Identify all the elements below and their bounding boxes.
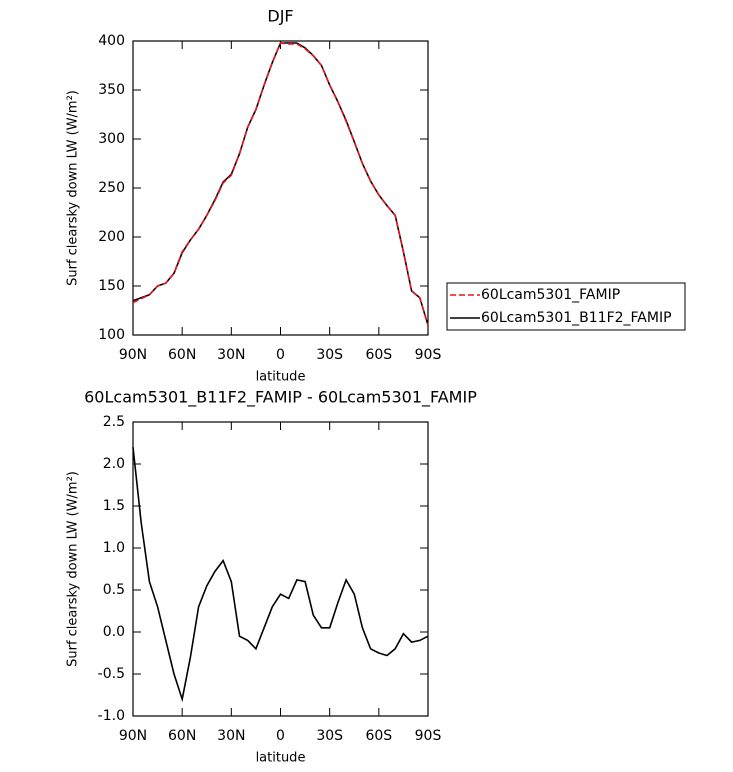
- x-tick-label: 60S: [365, 728, 392, 744]
- x-axis-label: latitude: [256, 370, 306, 385]
- y-tick-label: 2.0: [103, 456, 125, 472]
- series-line: [132, 447, 429, 703]
- y-tick-label: 1.5: [103, 498, 125, 514]
- legend-label: 60Lcam5301_FAMIP: [481, 287, 620, 303]
- x-tick-label: 90N: [119, 347, 147, 363]
- x-tick-label: 30N: [217, 347, 245, 363]
- series-line: [132, 42, 429, 326]
- x-tick-label: 90S: [415, 728, 442, 744]
- y-tick-label: 2.5: [103, 414, 125, 430]
- x-tick-label: 30S: [316, 728, 343, 744]
- y-tick-label: 250: [98, 180, 125, 196]
- y-tick-label: 0.5: [103, 582, 125, 598]
- y-tick-label: -1.0: [98, 708, 125, 724]
- y-tick-label: 400: [98, 33, 125, 49]
- x-tick-label: 0: [276, 728, 285, 744]
- y-tick-label: 1.0: [103, 540, 125, 556]
- legend-label: 60Lcam5301_B11F2_FAMIP: [481, 310, 672, 326]
- y-axis-label: Surf clearsky down LW (W/m²): [66, 471, 81, 667]
- y-tick-label: 150: [98, 278, 125, 294]
- plot-frame: [132, 421, 429, 717]
- plot-frame: [132, 40, 429, 336]
- chart-title: 60Lcam5301_B11F2_FAMIP - 60Lcam5301_FAMI…: [84, 388, 477, 408]
- x-tick-label: 60N: [168, 347, 196, 363]
- y-axis-label: Surf clearsky down LW (W/m²): [66, 90, 81, 286]
- x-tick-label: 0: [276, 347, 285, 363]
- y-tick-label: 0.0: [103, 624, 125, 640]
- y-tick-label: 100: [98, 327, 125, 343]
- x-tick-label: 60S: [365, 347, 392, 363]
- y-tick-label: 200: [98, 229, 125, 245]
- x-tick-label: 60N: [168, 728, 196, 744]
- y-tick-label: 300: [98, 131, 125, 147]
- x-tick-label: 30S: [316, 347, 343, 363]
- y-tick-label: 350: [98, 82, 125, 98]
- x-tick-label: 30N: [217, 728, 245, 744]
- chart-title: DJF: [267, 7, 293, 26]
- x-tick-label: 90N: [119, 728, 147, 744]
- x-axis-label: latitude: [256, 751, 306, 766]
- x-tick-label: 90S: [415, 347, 442, 363]
- legend-box: [446, 282, 686, 331]
- y-tick-label: -0.5: [98, 666, 125, 682]
- series-line: [132, 42, 429, 326]
